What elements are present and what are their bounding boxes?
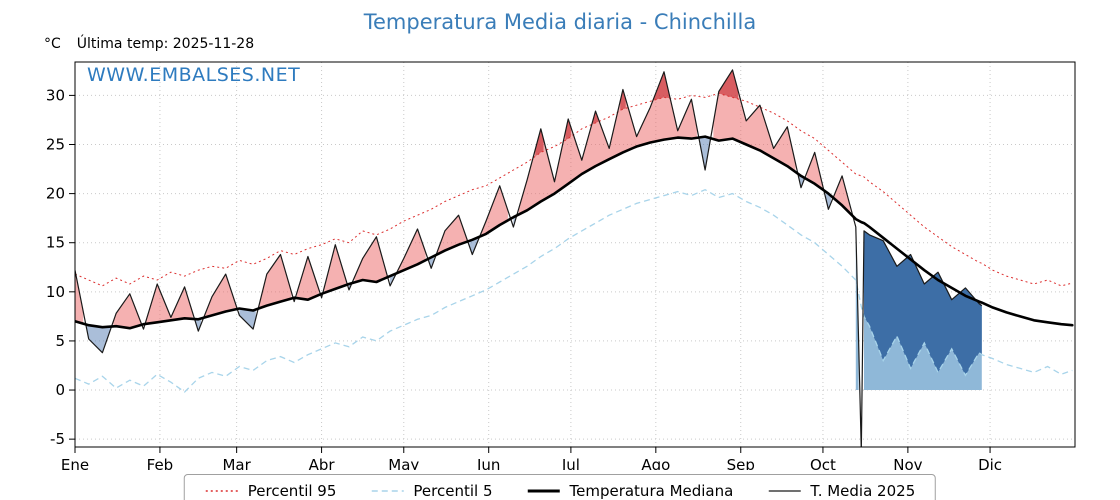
x-tick-label: Jul [561,456,580,470]
fill-above-median [75,69,977,329]
x-tick-label: Abr [309,456,336,470]
legend-label-median: Temperatura Mediana [569,482,734,500]
legend-sample-median-line [527,489,560,493]
last-temp-label: Última temp: 2025-11-28 [76,36,255,52]
legend-item-p5: Percentil 5 [370,482,492,500]
y-tick-label: 15 [46,234,65,252]
legend-label-p95: Percentil 95 [247,482,337,500]
legend-item-median: Temperatura Mediana [526,482,733,500]
plot-frame [74,61,1076,448]
y-axis-unit-label: °C [44,36,61,52]
y-tick-label: 10 [46,283,65,301]
series-percentil-5 [75,188,1073,393]
x-tick-label: Ene [61,456,89,470]
legend-label-p5: Percentil 5 [413,482,493,500]
y-tick-label: 30 [46,86,65,104]
y-tick-label: 0 [55,381,65,399]
y-tick-label: -5 [50,430,65,448]
x-tick-label: Jun [476,456,500,470]
series-percentil-95 [75,92,1073,287]
axes: -5 0 5 10 15 20 25 30 Ene Feb Mar Abr May Jun Jul Ago Se… [46,86,1002,470]
legend-item-p95: Percentil 95 [205,482,337,500]
plot-area [75,69,1074,447]
x-tick-label: Oct [810,456,836,470]
legend-sample-t2025-line [768,490,801,492]
fill-block-dark [864,230,982,376]
chart-subheader: °C Última temp: 2025-11-28 [44,36,254,52]
temperature-chart: -5 0 5 10 15 20 25 30 Ene Feb Mar Abr May Jun Jul Ago Se… [46,61,1076,470]
x-tick-label: Sep [727,456,755,470]
x-tick-label: Nov [893,456,922,470]
chart-title: Temperatura Media diaria - Chinchilla [363,10,757,34]
y-tick-label: 5 [55,332,65,350]
series-t-media-2025 [75,69,983,447]
series-temperatura-mediana [75,135,1074,330]
x-tick-label: May [388,456,419,470]
y-tick-label: 25 [46,136,65,154]
x-tick-label: Mar [222,456,251,470]
x-tick-label: Ago [641,456,670,470]
watermark-text: WWW.EMBALSES.NET [87,64,301,86]
legend-sample-p5-line [371,490,404,492]
legend-item-t2025: T. Media 2025 [767,482,915,500]
legend-sample-p95-line [205,490,238,492]
y-tick-label: 20 [46,185,65,203]
chart-legend: Percentil 95 Percentil 5 Temperatura Med… [183,474,937,500]
legend-label-t2025: T. Media 2025 [810,482,916,500]
x-tick-label: Feb [147,456,174,470]
x-tick-label: Dic [978,456,1002,470]
